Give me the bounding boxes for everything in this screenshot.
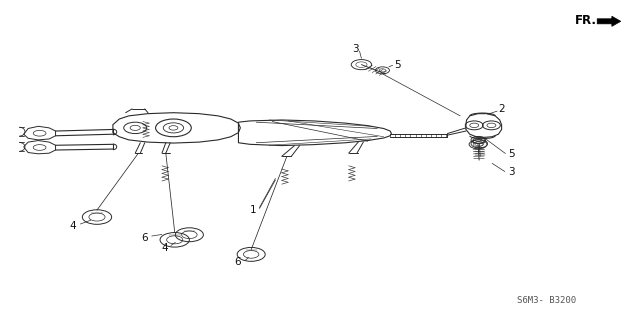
Text: 6: 6: [234, 257, 241, 267]
Text: FR.: FR.: [575, 14, 597, 27]
Text: 5: 5: [508, 149, 515, 159]
Text: 4: 4: [161, 243, 168, 253]
Text: S6M3- B3200: S6M3- B3200: [516, 296, 576, 305]
Text: 2: 2: [499, 104, 505, 114]
Text: 4: 4: [70, 221, 76, 231]
Text: 6: 6: [141, 233, 147, 243]
Text: 1: 1: [250, 205, 257, 215]
Polygon shape: [597, 16, 621, 26]
Text: 5: 5: [394, 60, 401, 70]
Text: 3: 3: [352, 44, 358, 54]
Text: 3: 3: [508, 167, 515, 177]
